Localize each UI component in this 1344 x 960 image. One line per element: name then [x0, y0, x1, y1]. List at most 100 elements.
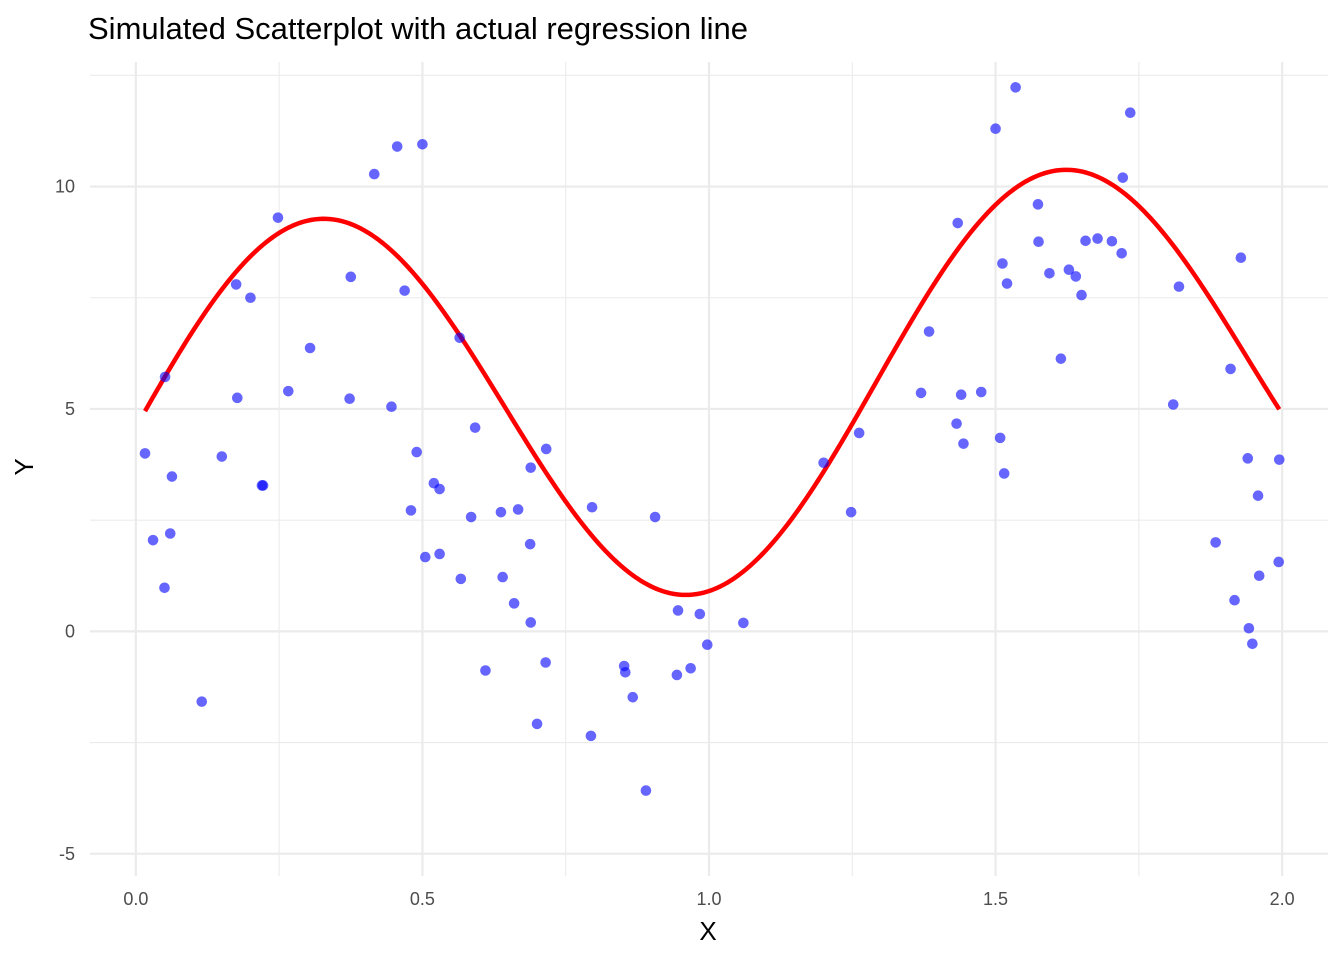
- scatter-point: [1225, 363, 1236, 375]
- x-tick-label: 0.0: [123, 889, 148, 909]
- scatter-point: [915, 387, 927, 399]
- scatter-point: [1063, 264, 1075, 276]
- scatter-point: [1247, 638, 1258, 650]
- scatter-point: [230, 279, 242, 290]
- scatter-point: [997, 258, 1008, 269]
- scatter-point: [455, 573, 467, 585]
- scatter-point: [1010, 82, 1021, 93]
- scatter-point: [1116, 247, 1127, 259]
- y-tick-label: 0: [65, 621, 75, 641]
- scatter-point: [853, 427, 865, 439]
- scatter-point: [497, 571, 508, 583]
- scatter-point: [245, 292, 256, 304]
- scatter-point: [166, 471, 178, 482]
- scatter-point: [1032, 199, 1044, 210]
- scatter-point: [951, 418, 962, 429]
- scatter-point: [283, 385, 294, 397]
- scatter-point: [1106, 235, 1118, 247]
- scatter-point: [1044, 267, 1055, 279]
- scatter-point: [1124, 107, 1136, 119]
- scatter-point: [952, 217, 964, 229]
- scatter-point: [231, 392, 243, 404]
- scatter-point: [405, 505, 417, 516]
- scatter-point: [586, 501, 598, 513]
- scatter-point: [1033, 236, 1044, 248]
- scatter-point: [990, 123, 1001, 135]
- scatter-point: [465, 511, 477, 523]
- chart-title: Simulated Scatterplot with actual regres…: [88, 11, 748, 46]
- scatter-point: [540, 657, 551, 668]
- scatter-point: [345, 271, 357, 283]
- x-tick-label: 2.0: [1270, 889, 1295, 909]
- scatter-point: [531, 718, 543, 730]
- scatter-point: [525, 462, 537, 473]
- scatter-point: [671, 669, 683, 681]
- scatter-point: [994, 432, 1006, 444]
- y-tick-label: 10: [55, 177, 75, 197]
- scatter-point: [480, 665, 491, 676]
- x-axis-tick-labels: 0.0 0.5 1.0 1.5 2.0: [123, 889, 1294, 909]
- scatter-point: [272, 212, 284, 223]
- scatter-point: [304, 342, 316, 354]
- major-gridlines: [90, 62, 1328, 876]
- scatter-point: [701, 639, 713, 650]
- scatter-point: [524, 538, 536, 550]
- scatter-point: [620, 666, 631, 678]
- scatter-point: [147, 534, 159, 546]
- scatter-point: [649, 511, 661, 523]
- scatter-point: [1001, 278, 1013, 289]
- x-axis-title: X: [699, 916, 716, 946]
- scatter-point: [525, 617, 537, 628]
- scatter-point: [955, 389, 967, 401]
- scatter-point: [672, 605, 684, 616]
- scatter-point: [508, 598, 520, 609]
- scatter-point: [1173, 281, 1185, 292]
- scatter-point: [434, 548, 445, 560]
- regression-line-layer: [143, 167, 1282, 598]
- scatter-point: [469, 422, 481, 433]
- scatter-point: [640, 785, 652, 796]
- x-tick-label: 1.0: [696, 889, 721, 909]
- scatter-point: [139, 448, 151, 459]
- scatter-point: [1070, 271, 1082, 282]
- scatter-point: [454, 332, 465, 344]
- scatter-point: [1076, 289, 1087, 301]
- y-tick-label: 5: [65, 399, 75, 419]
- scatter-point: [845, 506, 857, 518]
- x-tick-label: 0.5: [410, 889, 435, 909]
- scatter-point: [1253, 570, 1265, 582]
- scatter-point: [1243, 622, 1255, 634]
- scatter-point: [540, 443, 552, 455]
- scatter-point: [196, 696, 208, 707]
- scatter-point: [585, 730, 597, 742]
- scatter-point: [1055, 353, 1067, 364]
- y-axis-tick-labels: -5 0 5 10: [55, 177, 75, 864]
- scatter-point: [1092, 233, 1103, 244]
- scatter-point: [1229, 594, 1240, 606]
- scatter-point: [1252, 490, 1264, 501]
- scatter-point: [1210, 537, 1221, 548]
- scatter-point: [1273, 556, 1285, 568]
- y-tick-label: -5: [59, 844, 75, 864]
- scatter-point: [1242, 453, 1254, 464]
- scatter-point: [627, 691, 639, 703]
- scatter-point: [738, 617, 749, 629]
- scatter-point: [1273, 454, 1285, 465]
- scatter-point: [434, 483, 445, 495]
- scatter-point: [975, 386, 987, 398]
- scatter-point: [1117, 172, 1129, 183]
- scatter-point: [399, 285, 410, 296]
- scatter-point: [818, 457, 829, 469]
- y-axis-title: Y: [9, 458, 39, 475]
- regression-line: [143, 167, 1282, 598]
- scatter-point: [344, 393, 355, 405]
- scatter-point: [419, 551, 431, 563]
- scatter-point: [411, 446, 422, 458]
- scatter-point: [694, 608, 706, 620]
- scatter-point: [923, 326, 935, 337]
- scatter-point: [386, 401, 397, 413]
- scatter-point: [164, 528, 176, 539]
- scatter-point: [159, 582, 170, 594]
- scatter-point: [1167, 399, 1179, 410]
- scatter-point: [216, 451, 228, 462]
